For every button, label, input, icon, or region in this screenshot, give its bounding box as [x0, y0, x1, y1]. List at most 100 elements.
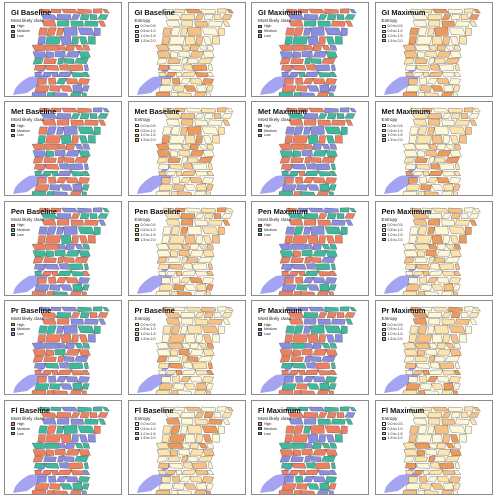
parcel	[175, 71, 182, 77]
parcel	[447, 27, 466, 36]
parcel	[37, 433, 46, 442]
parcel	[187, 356, 198, 363]
parcel	[344, 411, 356, 418]
water-body	[136, 363, 175, 394]
legend-swatch	[258, 327, 262, 332]
parcel	[176, 191, 192, 196]
parcel	[472, 8, 481, 14]
parcel	[45, 150, 55, 158]
parcel	[285, 325, 295, 334]
parcel	[88, 433, 96, 442]
parcel	[304, 318, 317, 325]
parcel	[295, 375, 304, 383]
legend-label: Medium	[264, 327, 277, 332]
parcel	[469, 219, 477, 226]
parcel	[305, 163, 316, 170]
parcel	[423, 489, 439, 494]
parcel	[329, 270, 337, 276]
parcel	[413, 343, 431, 349]
parcel	[57, 417, 70, 425]
parcel	[83, 263, 89, 270]
parcel	[340, 306, 350, 312]
parcel	[179, 78, 191, 85]
legend-swatch	[258, 124, 262, 128]
parcel	[200, 425, 219, 434]
parcel	[292, 51, 302, 59]
parcel	[304, 20, 317, 27]
parcel	[198, 343, 208, 349]
parcel	[308, 406, 326, 411]
legend-title: Most likely class	[258, 117, 292, 123]
parcel	[206, 469, 214, 475]
parcel	[157, 263, 169, 270]
parcel	[216, 8, 226, 14]
parcel	[329, 144, 338, 150]
parcel	[404, 270, 413, 276]
parcel	[431, 207, 449, 213]
parcel	[43, 58, 57, 64]
parcel	[49, 482, 61, 490]
parcel	[317, 213, 328, 219]
parcel	[344, 14, 356, 20]
parcel	[278, 143, 293, 151]
parcel	[34, 370, 42, 376]
parcel-map	[13, 406, 110, 494]
parcel	[430, 482, 444, 490]
parcel	[423, 390, 439, 395]
parcel	[70, 489, 83, 494]
water-body	[383, 263, 422, 294]
parcel	[403, 250, 418, 257]
parcel	[206, 442, 214, 449]
parcel	[440, 389, 453, 395]
legend-item: Low	[11, 133, 30, 138]
parcel	[160, 235, 170, 244]
parcel	[82, 171, 90, 177]
parcel	[433, 27, 449, 36]
parcel	[469, 418, 477, 425]
parcel	[293, 191, 302, 196]
parcel	[441, 20, 455, 27]
parcel	[65, 376, 79, 383]
parcel	[416, 250, 425, 257]
parcel	[444, 355, 460, 363]
parcel	[412, 370, 423, 376]
parcel	[180, 119, 193, 126]
parcel	[419, 85, 432, 92]
parcel	[291, 64, 307, 71]
parcel	[442, 135, 450, 144]
legend-label: 0.5 to 1.0	[140, 426, 156, 431]
parcel	[345, 318, 354, 325]
parcel	[452, 184, 461, 192]
parcel	[297, 8, 309, 14]
parcel	[281, 270, 289, 276]
legend-swatch	[134, 431, 139, 436]
parcel	[441, 213, 451, 219]
legend-swatch	[134, 29, 139, 33]
parcel	[206, 45, 214, 51]
legend-item: 1.5 to 2.0	[381, 436, 403, 441]
parcel	[82, 291, 87, 295]
parcel	[202, 250, 215, 257]
parcel	[168, 36, 185, 45]
parcel	[416, 27, 428, 36]
parcel	[77, 78, 90, 85]
parcel	[98, 418, 107, 425]
parcel	[445, 442, 455, 449]
parcel	[160, 376, 171, 383]
parcel	[307, 36, 319, 46]
map-panel: GI Maximum Most likely class High Medium Low	[251, 2, 369, 97]
parcel	[278, 191, 294, 196]
parcel	[63, 325, 78, 334]
parcel	[173, 108, 185, 113]
parcel	[191, 163, 207, 171]
parcel	[288, 20, 304, 27]
parcel	[295, 77, 304, 85]
parcel	[453, 72, 461, 77]
parcel	[178, 150, 190, 157]
parcel	[317, 489, 330, 494]
parcel	[172, 482, 185, 490]
parcel	[205, 489, 211, 494]
parcel	[403, 150, 418, 158]
parcel	[420, 406, 432, 411]
panel-title: Met Maximum	[258, 107, 307, 117]
